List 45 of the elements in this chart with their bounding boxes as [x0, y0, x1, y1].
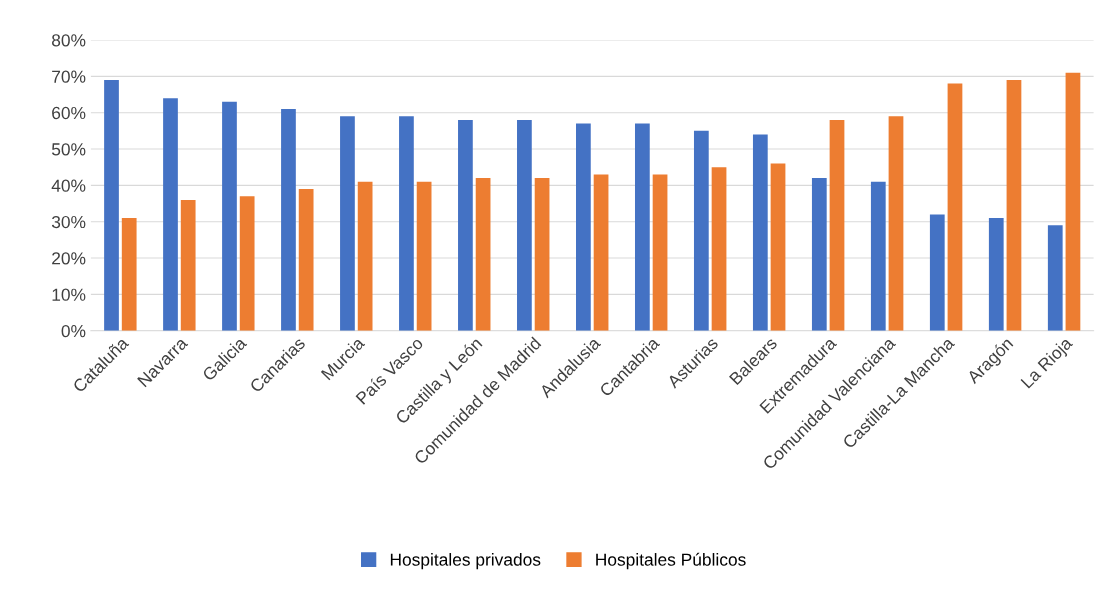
bar	[357, 181, 373, 331]
bar	[576, 123, 591, 331]
legend-label: Hospitales privados	[390, 553, 541, 570]
y-tick-label: 70%	[52, 70, 86, 83]
bar	[752, 134, 768, 331]
bar	[104, 79, 119, 331]
bar	[298, 189, 314, 331]
y-tick-label: 0%	[61, 324, 86, 338]
bar	[281, 109, 296, 331]
bar	[711, 167, 727, 331]
y-tick-label: 60%	[52, 106, 86, 120]
legend-label: Hospitales Públicos	[596, 552, 746, 570]
bar	[399, 116, 414, 331]
bar	[870, 181, 886, 331]
bar	[475, 178, 491, 331]
bar	[458, 119, 473, 331]
y-tick-label: 40%	[51, 179, 86, 192]
bar	[1065, 72, 1081, 331]
bar	[180, 199, 196, 331]
bar	[988, 218, 1004, 331]
bar	[239, 196, 255, 331]
bar	[163, 98, 178, 331]
bar	[222, 101, 237, 331]
bar	[929, 214, 945, 331]
y-tick-label: 80%	[52, 34, 86, 47]
bar	[517, 119, 532, 331]
bar	[534, 178, 550, 331]
bar	[693, 130, 709, 331]
y-tick-label: 30%	[51, 215, 86, 229]
bar	[947, 83, 963, 331]
bar	[1006, 79, 1022, 331]
bar	[888, 116, 904, 331]
bar	[652, 174, 668, 331]
bar	[340, 116, 355, 331]
bar	[829, 119, 845, 331]
y-tick-label: 20%	[52, 252, 86, 265]
bar	[121, 218, 137, 331]
y-tick-label: 10%	[52, 288, 86, 301]
bar	[593, 174, 609, 331]
bar	[634, 123, 650, 331]
y-tick-label: 50%	[51, 143, 86, 156]
bar	[1047, 225, 1063, 331]
bar	[416, 181, 432, 331]
bar	[770, 163, 786, 331]
bar	[811, 178, 827, 331]
